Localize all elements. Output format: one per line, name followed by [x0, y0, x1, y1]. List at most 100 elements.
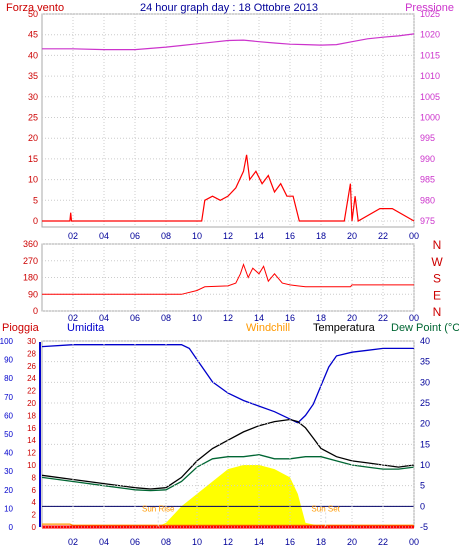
humidity-tick-label: 40 — [4, 449, 13, 458]
annotation-label: Sun Set — [311, 504, 340, 513]
pressure-tick-label: 985 — [420, 175, 435, 185]
panel-2-grid — [42, 243, 415, 312]
temperature-tick-label: 20 — [420, 419, 430, 429]
time-tick-label: 18 — [316, 231, 326, 241]
compass-tick-label: N — [433, 305, 442, 319]
pressure-tick-label: 1025 — [420, 9, 440, 19]
degree-tick-label: 360 — [23, 239, 38, 249]
humidity-tick-label: 70 — [4, 393, 13, 402]
rain-tick-label: 24 — [27, 374, 36, 383]
rain-tick-label: 4 — [32, 498, 37, 507]
temperature-label: Temperatura — [313, 322, 376, 334]
rain-tick-label: 28 — [27, 349, 36, 358]
degree-tick-label: 180 — [23, 273, 38, 283]
degree-tick-label: 0 — [33, 306, 38, 316]
temperature-tick-label: 15 — [420, 439, 430, 449]
time-tick-label: 02 — [68, 313, 78, 323]
time-tick-label: 00 — [409, 313, 419, 323]
wind-tick-label: 45 — [28, 30, 38, 40]
degree-tick-label: 270 — [23, 256, 38, 266]
time-tick-label: 06 — [130, 537, 140, 547]
humidity-tick-label: 80 — [4, 374, 13, 383]
wind-tick-label: 0 — [33, 216, 38, 226]
humidity-tick-label: 90 — [4, 356, 13, 365]
time-tick-label: 18 — [316, 537, 326, 547]
time-tick-label: 14 — [254, 537, 264, 547]
pressure-tick-label: 990 — [420, 154, 435, 164]
time-tick-label: 16 — [285, 231, 295, 241]
panel-3-grid — [42, 340, 415, 528]
compass-tick-label: N — [433, 238, 442, 252]
wind-tick-label: 50 — [28, 9, 38, 19]
time-tick-label: 02 — [68, 231, 78, 241]
time-tick-label: 10 — [192, 231, 202, 241]
series-line-forza-vento — [42, 154, 415, 222]
rain-tick-label: 30 — [27, 337, 36, 346]
humidity-tick-label: 30 — [4, 467, 13, 476]
time-tick-label: 12 — [223, 537, 233, 547]
pressure-tick-label: 980 — [420, 195, 435, 205]
panel-3-temperature-ticks: -5 0 5 10 15 20 25 30 35 40 — [420, 336, 430, 532]
wind-axis-label: Forza vento — [6, 2, 64, 14]
rain-tick-label: 14 — [27, 436, 36, 445]
panel-1-wind-ticks: 0 5 10 15 20 25 30 35 40 45 50 — [28, 9, 38, 226]
series-line-pressione — [42, 33, 415, 51]
humidity-tick-label: 20 — [4, 486, 13, 495]
rain-tick-label: 6 — [32, 486, 37, 495]
wind-tick-label: 10 — [28, 175, 38, 185]
wind-tick-label: 15 — [28, 154, 38, 164]
pressure-tick-label: 1005 — [420, 92, 440, 102]
wind-tick-label: 35 — [28, 71, 38, 81]
temperature-tick-label: 30 — [420, 377, 430, 387]
wind-tick-label: 30 — [28, 92, 38, 102]
rain-tick-label: 10 — [27, 461, 36, 470]
temperature-tick-label: 5 — [420, 481, 425, 491]
time-tick-label: 12 — [223, 231, 233, 241]
compass-tick-label: E — [433, 288, 441, 302]
time-tick-label: 08 — [161, 313, 171, 323]
panel-1-grid — [42, 13, 415, 227]
rain-tick-label: 0 — [32, 523, 37, 532]
wind-tick-label: 25 — [28, 113, 38, 123]
panel-1-frame — [41, 13, 415, 228]
wind-tick-label: 40 — [28, 50, 38, 60]
time-tick-label: 00 — [409, 231, 419, 241]
time-tick-label: 08 — [161, 537, 171, 547]
time-tick-label: 14 — [254, 313, 264, 323]
humidity-tick-label: 60 — [4, 411, 13, 420]
time-tick-label: 08 — [161, 231, 171, 241]
pressure-tick-label: 995 — [420, 133, 435, 143]
pressure-tick-label: 1010 — [420, 71, 440, 81]
pressure-tick-label: 1000 — [420, 113, 440, 123]
time-tick-label: 04 — [99, 537, 109, 547]
rain-tick-label: 12 — [27, 449, 36, 458]
series-line-direction — [42, 262, 414, 295]
temperature-tick-label: 40 — [420, 336, 430, 346]
humidity-axis-label: Umidita — [67, 322, 105, 334]
time-tick-label: 20 — [347, 313, 357, 323]
temperature-tick-label: 25 — [420, 398, 430, 408]
time-tick-label: 02 — [68, 537, 78, 547]
time-tick-label: 12 — [223, 313, 233, 323]
rain-tick-label: 8 — [32, 473, 37, 482]
panel-1-series — [42, 33, 415, 222]
humidity-tick-label: 10 — [4, 504, 13, 513]
humidity-tick-label: 100 — [0, 337, 14, 346]
temperature-tick-label: 10 — [420, 460, 430, 470]
dewpoint-label: Dew Point (°C — [391, 322, 459, 334]
annotation-label: Sun Rise — [142, 504, 175, 513]
rain-tick-label: 18 — [27, 411, 36, 420]
time-tick-label: 20 — [347, 231, 357, 241]
rain-tick-label: 26 — [27, 362, 36, 371]
wind-tick-label: 5 — [33, 195, 38, 205]
panel-1-pressure-ticks: 975 980 985 990 995 1000 1005 1010 1015 1020 1025 — [420, 9, 440, 226]
series-line-dew-point — [41, 454, 415, 492]
time-tick-label: 04 — [99, 231, 109, 241]
pressure-tick-label: 1020 — [420, 30, 440, 40]
rain-tick-label: 16 — [27, 424, 36, 433]
humidity-tick-label: 50 — [4, 430, 13, 439]
time-tick-label: 04 — [99, 313, 109, 323]
